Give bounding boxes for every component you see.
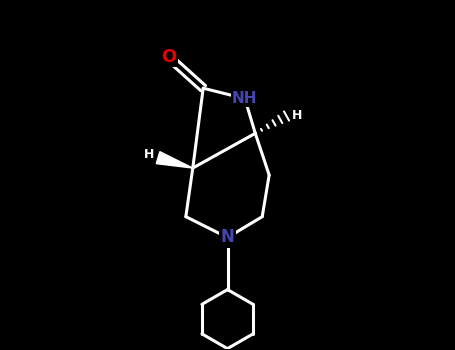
Text: N: N bbox=[221, 229, 234, 246]
Polygon shape bbox=[156, 152, 193, 168]
Text: O: O bbox=[161, 48, 176, 66]
Text: NH: NH bbox=[232, 91, 258, 106]
Text: H: H bbox=[144, 148, 155, 161]
Text: H: H bbox=[292, 110, 302, 122]
